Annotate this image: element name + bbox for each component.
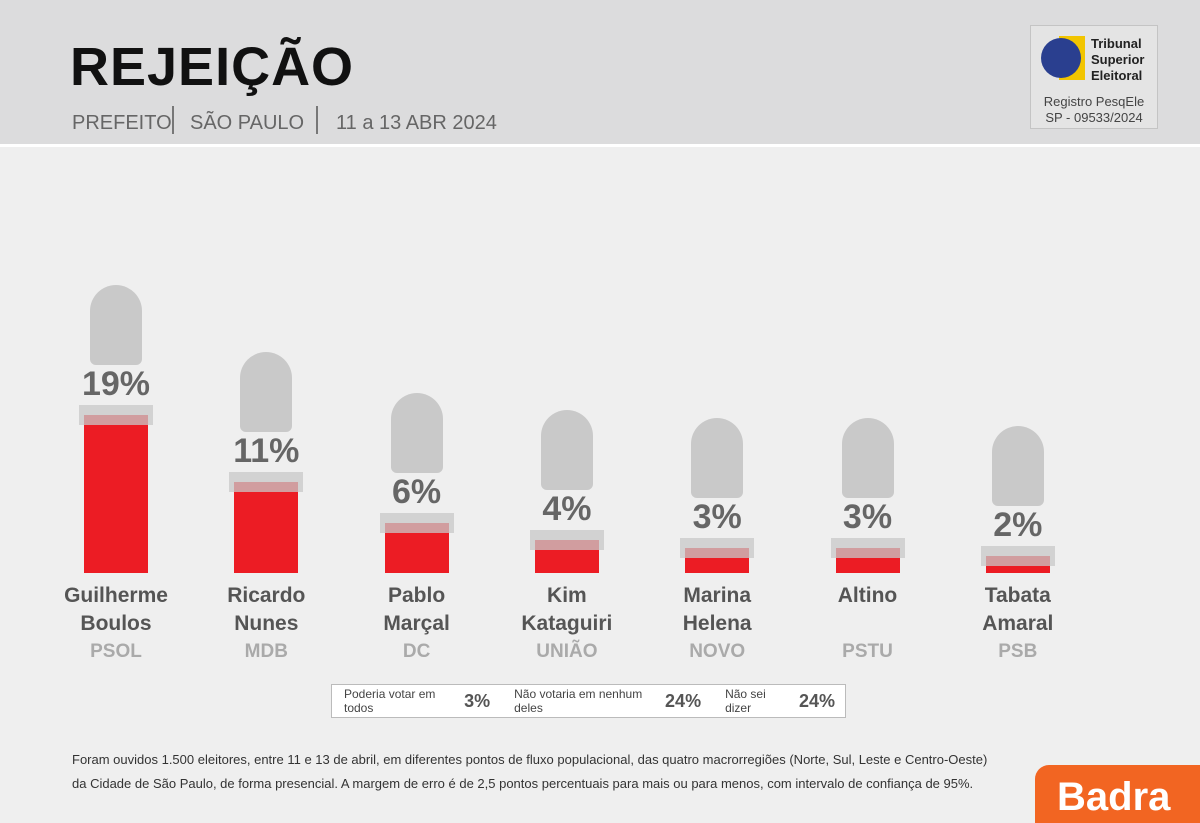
candidate-name: Marina Helena [682,584,752,635]
candidate-name: Altino [837,584,898,607]
candidate-name: Guilherme Boulos [64,584,168,635]
head-placeholder [540,409,593,490]
bar [84,415,148,573]
bar-cap [980,546,1055,567]
footnote: da Cidade de São Paulo, de forma presenc… [72,776,974,791]
bar-cap [529,529,604,550]
party: NOVO [689,641,746,662]
head-placeholder [691,418,744,499]
summary-box: Poderia votar em todos 3% Não votaria em n… [331,684,846,718]
subtitle: 11 a 13 ABR 2024 [336,112,497,134]
value-label: 19% [81,365,151,404]
summary-label: Não votaria em nenhum deles [514,687,643,715]
value-label: 3% [692,498,742,537]
value-label: 6% [392,473,442,512]
summary-value: 24% [798,690,835,711]
summary-label: Poderia votar em todos [344,687,436,715]
head-placeholder [90,285,142,366]
head-placeholder [991,426,1044,507]
summary-label: Não sei dizer [725,687,766,715]
head-placeholder [240,351,293,432]
registry-line: Eleitoral [1091,68,1143,83]
tse-logo [1041,36,1085,80]
registry-number: SP - 09533/2024 [1045,110,1143,125]
subtitle: SÃO PAULO [190,112,305,134]
party: DC [402,641,431,662]
party: MDB [244,641,288,662]
value-label: 3% [842,498,893,537]
value-label: 4% [542,489,592,528]
value-label: 11% [233,431,300,470]
bar [234,481,299,573]
registry-label: Registro PesqEle [1043,94,1145,109]
candidate-name: Ricardo Nunes [227,584,306,635]
head-placeholder [390,393,443,474]
party: PSTU [842,641,893,662]
party: PSB [998,641,1038,662]
bar-cap [79,405,153,426]
registry-box: Tribunal Superior Eleitoral Registro Pes… [1030,25,1158,129]
summary-value: 3% [464,690,491,711]
party: UNIÃO [536,641,598,662]
bar-cap [229,471,304,492]
head-placeholder [841,418,894,499]
summary-value: 24% [665,690,702,711]
subtitle: PREFEITO [72,112,172,134]
brand: Badra [1035,765,1200,823]
bar-cap [680,538,755,559]
bar-cap [379,513,454,534]
value-label: 2% [993,506,1043,545]
separator [316,106,318,134]
header [0,0,1200,147]
footnote: Foram ouvidos 1.500 eleitores, entre 11 … [72,752,988,767]
bar-cap [830,538,905,559]
registry-line: Tribunal [1091,36,1142,51]
candidate-name: Tabata Amaral [982,584,1054,635]
title: REJEIÇÃO [70,37,355,97]
candidate-name: Kim Kataguiri [521,584,613,635]
separator [172,106,174,134]
registry-line: Superior [1091,52,1145,67]
party: PSOL [90,641,142,662]
candidate-name: Pablo Marçal [383,584,450,635]
